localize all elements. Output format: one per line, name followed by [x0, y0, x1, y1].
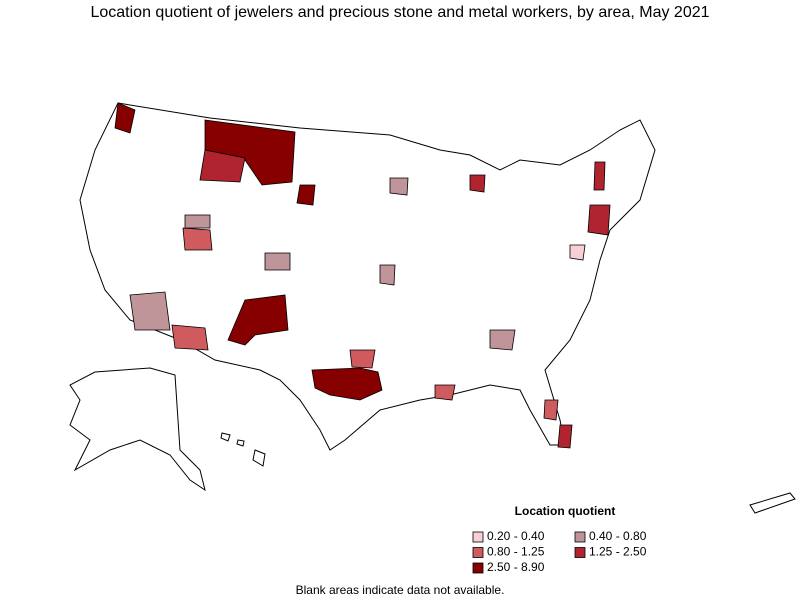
map-area	[469, 174, 486, 193]
legend-label: 0.40 - 0.80	[589, 529, 647, 543]
legend-title: Location quotient	[515, 504, 616, 518]
legend-swatch	[472, 531, 484, 543]
legend-swatch	[574, 531, 586, 543]
map-area	[587, 204, 611, 236]
alaska	[69, 367, 206, 492]
map-area	[557, 424, 573, 449]
territory	[749, 492, 796, 514]
legend-swatch	[472, 562, 484, 574]
map-areas	[114, 102, 611, 449]
lower-48	[79, 102, 656, 451]
legend: 0.20 - 0.40 0.40 - 0.80 0.80 - 1.25 1.25 - …	[472, 529, 647, 574]
legend-swatch	[472, 547, 484, 558]
map-area	[349, 349, 376, 369]
map-area	[569, 244, 586, 261]
map-area	[182, 227, 213, 251]
map-area	[114, 102, 136, 134]
map-area	[227, 294, 289, 346]
map-area	[129, 291, 171, 331]
map	[69, 102, 796, 514]
map-area	[264, 252, 291, 271]
map-area	[434, 384, 456, 401]
map-area	[311, 367, 383, 401]
hawaii	[220, 432, 266, 467]
map-area	[489, 329, 516, 351]
map-area	[389, 177, 409, 196]
map-area	[543, 399, 559, 421]
map-area	[296, 184, 316, 206]
legend-swatch	[574, 547, 586, 558]
map-area	[171, 324, 209, 351]
legend-label: 0.80 - 1.25	[487, 545, 545, 559]
legend-label: 0.20 - 0.40	[487, 529, 545, 543]
map-area	[199, 149, 246, 183]
footnote: Blank areas indicate data not available.	[296, 583, 505, 597]
map-area	[593, 161, 606, 191]
legend-label: 2.50 - 8.90	[487, 560, 545, 574]
map-title: Location quotient of jewelers and precio…	[90, 4, 709, 21]
map-area	[379, 264, 396, 286]
map-area	[184, 214, 211, 229]
legend-label: 1.25 - 2.50	[589, 545, 647, 559]
